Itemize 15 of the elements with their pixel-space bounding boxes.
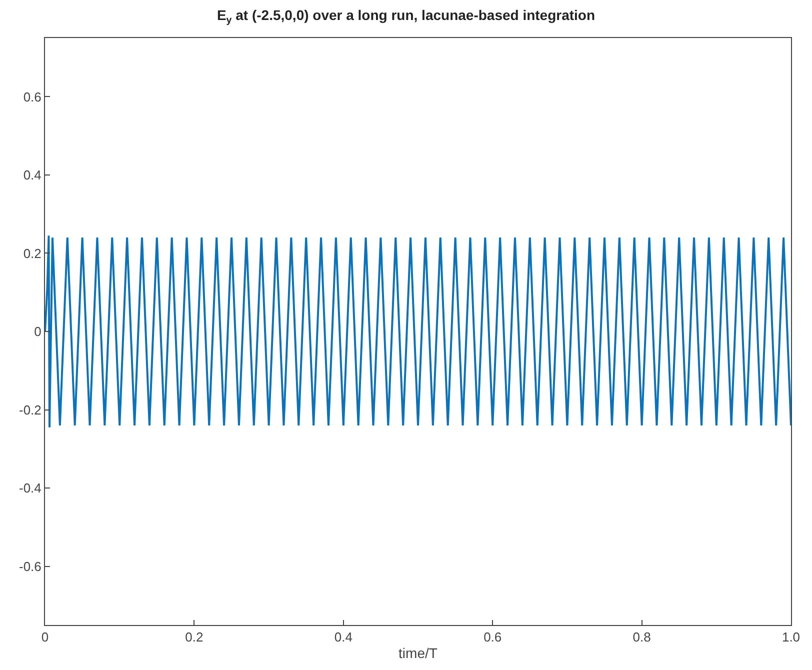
y-tick-label: 0.6: [23, 89, 42, 104]
x-tick-label: 0.4: [334, 630, 352, 645]
y-tick-label: -0.6: [18, 558, 42, 574]
x-tick-label: 0.6: [484, 630, 502, 645]
y-tick-label: 0: [34, 324, 42, 340]
x-tick-label: 1.0: [782, 630, 800, 645]
chart-title: E$_{y}$ at (-2.5,0,0) over a long run, lacunae-based integration: [216, 6, 596, 26]
x-axis-title: time/T: [398, 644, 438, 661]
line-series: [45, 234, 791, 428]
x-tick-label: 0.8: [632, 630, 651, 645]
y-tick-label: 0.4: [23, 168, 42, 183]
y-tick-label: -0.4: [18, 480, 42, 496]
y-tick-label: -0.2: [18, 402, 42, 418]
x-tick-label: 0.2: [185, 630, 204, 645]
y-tick-label: 0.2: [23, 246, 42, 261]
